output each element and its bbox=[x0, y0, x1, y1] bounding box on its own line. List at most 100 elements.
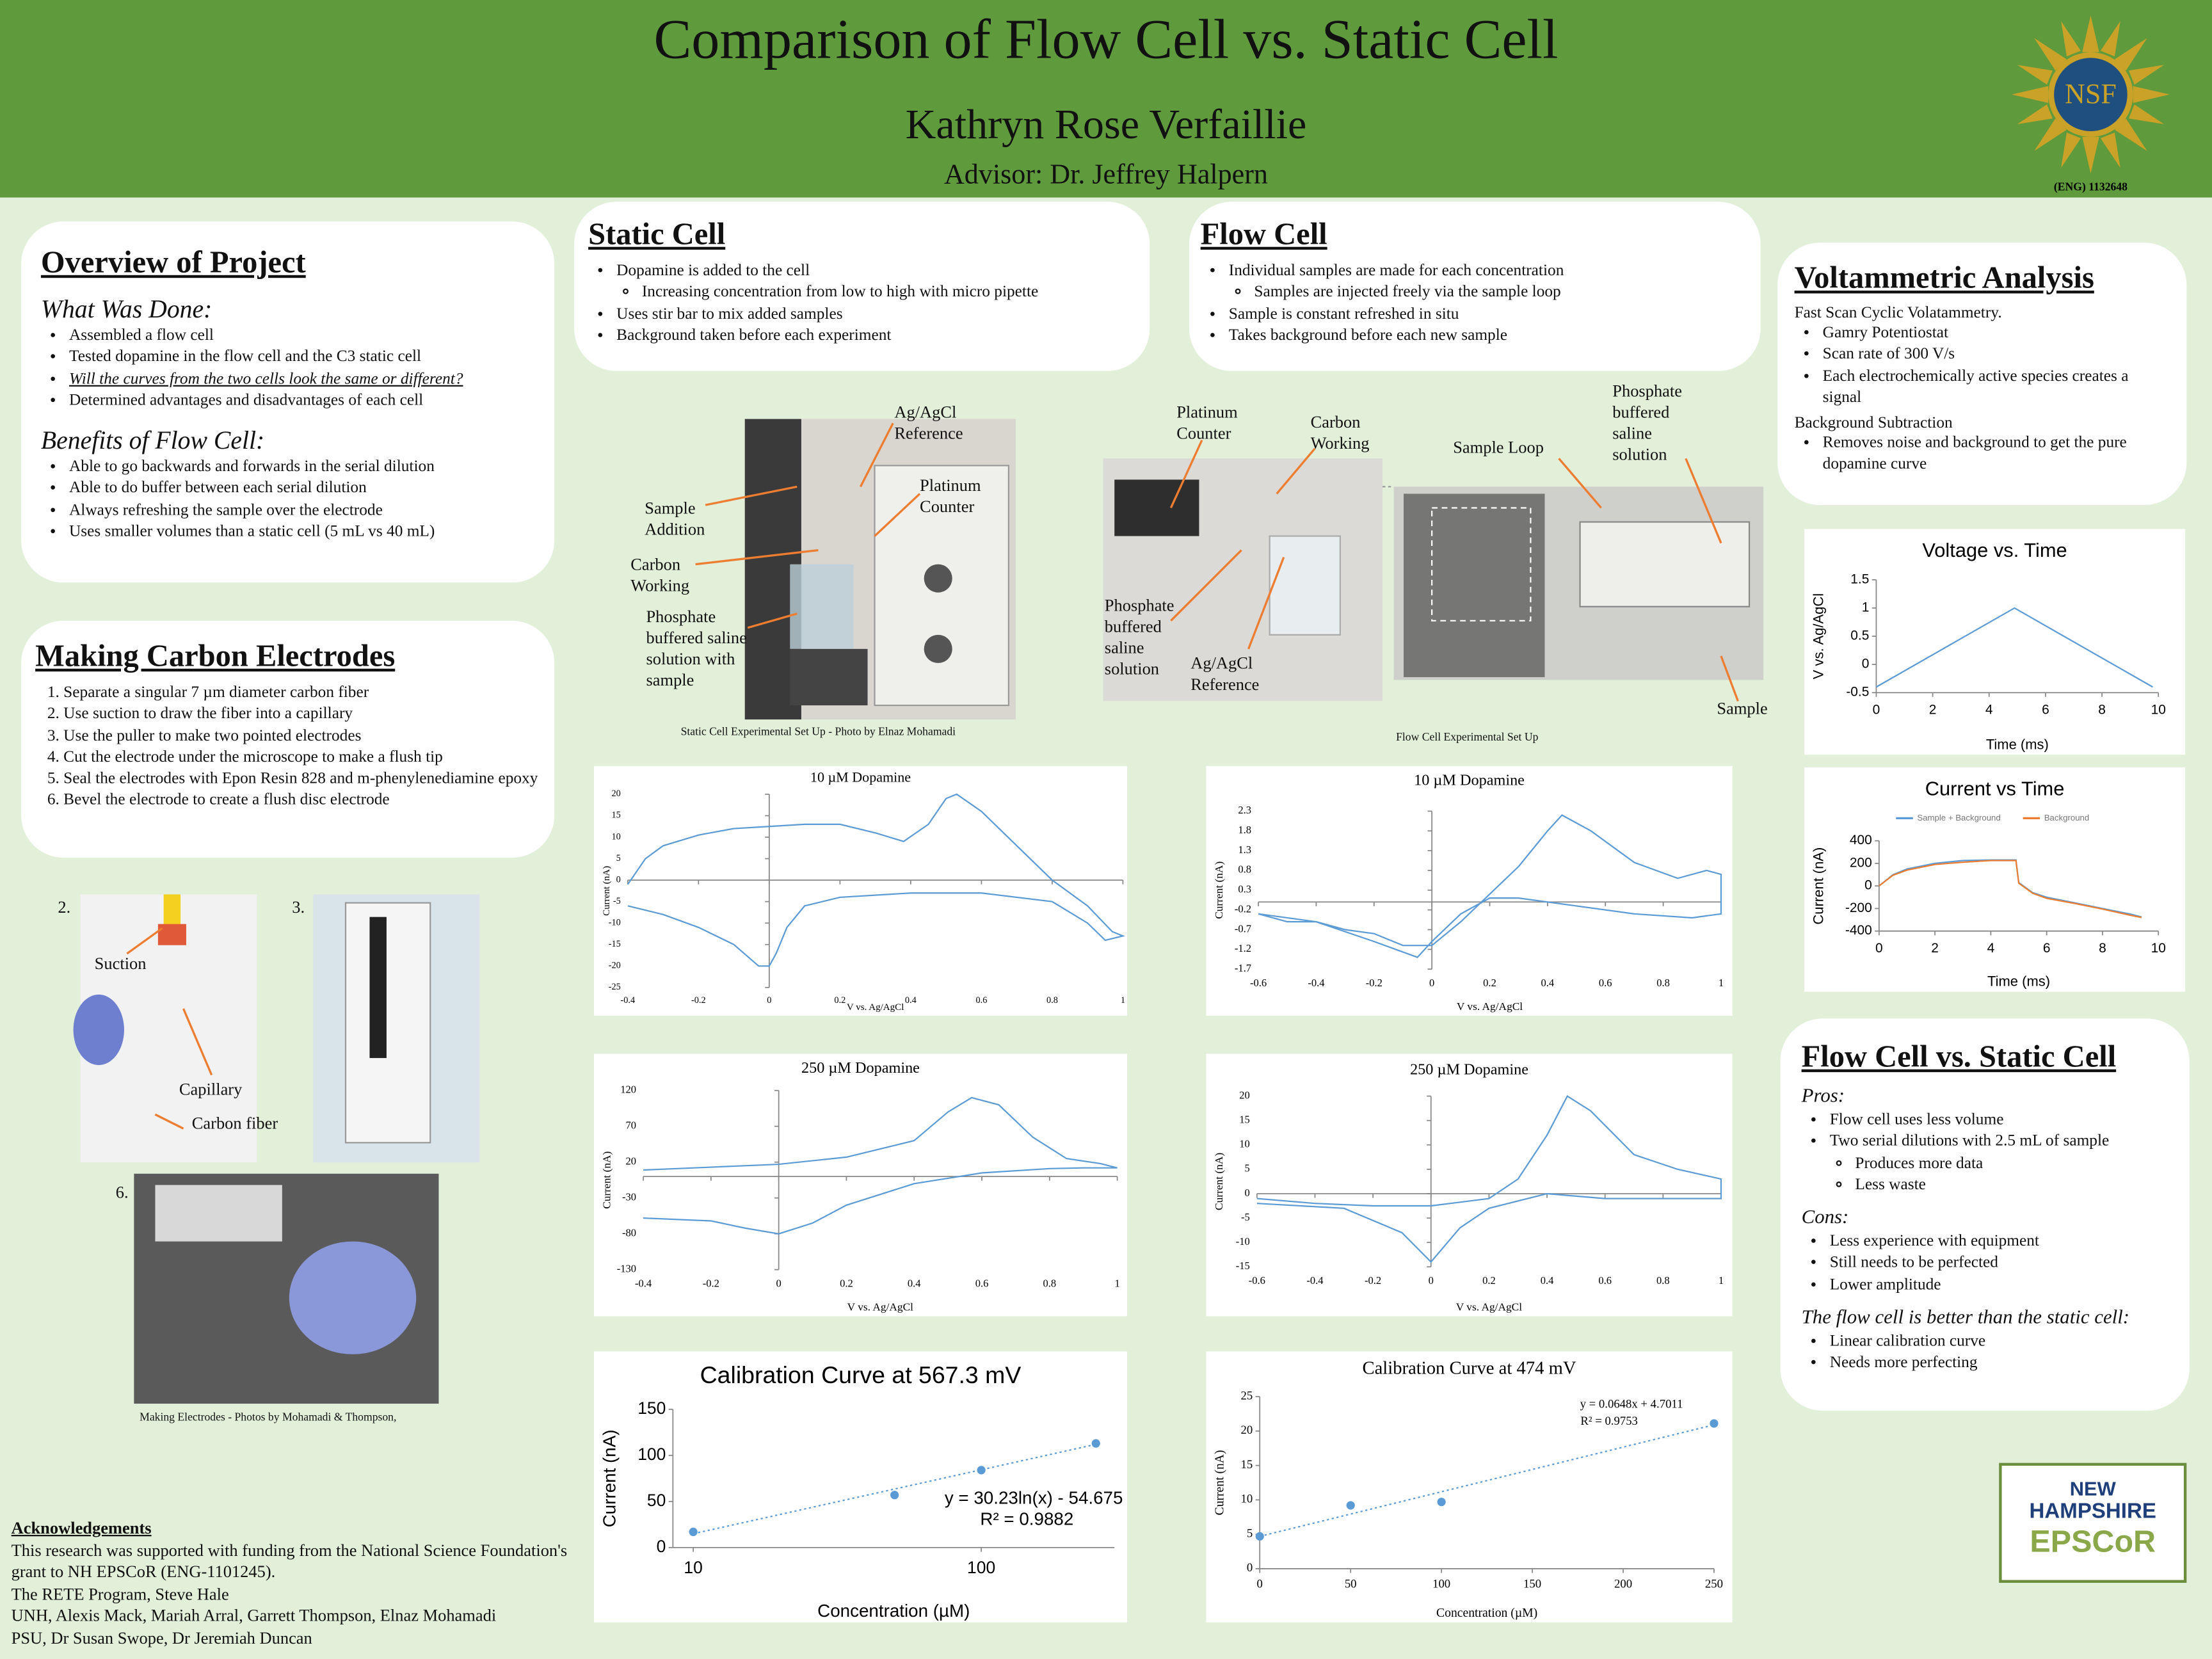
x-tick-label: 0.2 bbox=[840, 1278, 853, 1290]
y-tick-label: 0 bbox=[1247, 1561, 1253, 1575]
photo-label: Sample bbox=[1717, 698, 1768, 718]
photo-label: Sample Addition bbox=[645, 498, 705, 539]
x-tick-label: 0.4 bbox=[1541, 977, 1555, 989]
x-tick-label: 0.6 bbox=[975, 995, 987, 1006]
sub-list: Produces more dataLess waste bbox=[1830, 1153, 2170, 1196]
photo-label: Carbon fiber bbox=[191, 1113, 278, 1133]
y-tick-label: 0 bbox=[1864, 878, 1872, 893]
y-tick-label: 5 bbox=[1247, 1527, 1253, 1540]
data-point bbox=[1091, 1439, 1100, 1448]
trendline bbox=[1259, 1424, 1715, 1537]
x-tick-label: 150 bbox=[1523, 1578, 1541, 1591]
data-point bbox=[1437, 1497, 1446, 1507]
y-tick-label: 5 bbox=[1245, 1162, 1250, 1174]
photo-label: 6. bbox=[115, 1182, 129, 1202]
y-tick-label: -130 bbox=[617, 1262, 636, 1274]
y-tick-label: 0 bbox=[1245, 1187, 1250, 1199]
y-tick-label: 10 bbox=[611, 831, 620, 842]
x-tick-label: -0.2 bbox=[1366, 977, 1382, 989]
x-tick-label: 0 bbox=[1257, 1578, 1263, 1591]
plot bbox=[689, 1439, 1100, 1537]
x-tick-label: 0 bbox=[1873, 702, 1880, 717]
x-tick-label: 6 bbox=[2042, 702, 2049, 717]
logo-line: EPSCoR bbox=[2030, 1523, 2156, 1559]
x-axis-label: V vs. Ag/AgCl bbox=[847, 1002, 904, 1013]
chart: Current vs Time 0 2 4 6 8 10 -400 -200 0 200 400 Tim… bbox=[1804, 767, 2186, 992]
x-tick-label: 50 bbox=[1345, 1578, 1357, 1591]
section-body: What Was Done: Assembled a flow cellTeste… bbox=[41, 295, 534, 544]
bullet-list: Assembled a flow cellTested dopamine in … bbox=[41, 326, 534, 412]
photo-label: Phosphate buffered saline solution bbox=[1612, 381, 1683, 465]
list-item: Scan rate of 300 V/s bbox=[1823, 344, 2170, 366]
annotation: y = 30.23ln(x) - 54.675 bbox=[945, 1488, 1123, 1508]
section-title: Overview of Project bbox=[40, 244, 306, 280]
text-line: PSU, Dr Susan Swope, Dr Jeremiah Duncan bbox=[11, 1627, 312, 1647]
y-tick-label: 0.5 bbox=[1850, 629, 1869, 643]
y-tick-label: 10 bbox=[1241, 1493, 1253, 1506]
chart-title: 250 µM Dopamine bbox=[801, 1059, 920, 1077]
text-line: The RETE Program, Steve Hale bbox=[11, 1583, 229, 1603]
section-title: Static Cell bbox=[588, 216, 726, 252]
x-tick-label: 1 bbox=[1114, 1278, 1119, 1290]
plot bbox=[1255, 1419, 1719, 1541]
chart: 10 µM Dopamine -0.4 -0.2 0 0.2 0.4 0.6 0.8 1 -25 -… bbox=[593, 765, 1128, 1016]
flow-photo bbox=[1103, 458, 1764, 701]
author: Kathryn Rose Verfaillie bbox=[905, 101, 1307, 148]
x-tick-label: 100 bbox=[967, 1558, 995, 1577]
y-tick-label: 20 bbox=[1239, 1089, 1250, 1101]
x-tick-label: 0.2 bbox=[1483, 977, 1496, 989]
y-tick-label: 15 bbox=[1239, 1113, 1250, 1125]
list-item: Seal the electrodes with Epon Resin 828 … bbox=[63, 769, 540, 791]
section-title: Flow Cell bbox=[1200, 216, 1327, 252]
data-line bbox=[643, 1096, 1118, 1235]
y-tick-label: -1.7 bbox=[1235, 962, 1251, 974]
chart-title: 10 µM Dopamine bbox=[1414, 772, 1525, 789]
sub-list: Increasing concentration from low to hig… bbox=[616, 282, 1135, 304]
list-item: Use the puller to make two pointed elect… bbox=[63, 726, 540, 748]
y-tick-label: 0 bbox=[1862, 657, 1870, 671]
x-tick-label: 0.6 bbox=[1598, 1274, 1612, 1286]
bullet-list: Separate a singular 7 µm diameter carbon… bbox=[35, 683, 540, 812]
legend-label: Background bbox=[2044, 813, 2090, 822]
list-item: Produces more data bbox=[1855, 1153, 2170, 1175]
x-axis-label: Concentration (µM) bbox=[1436, 1606, 1537, 1620]
y-tick-label: 120 bbox=[620, 1084, 636, 1096]
section-body: Separate a singular 7 µm diameter carbon… bbox=[35, 683, 540, 812]
y-axis-label: Current (nA) bbox=[602, 866, 612, 916]
y-tick-label: 20 bbox=[611, 789, 620, 799]
y-axis-label: Current (nA) bbox=[1213, 1450, 1227, 1515]
block-heading: Background Subtraction bbox=[1794, 415, 1953, 432]
photo-label: Ag/AgCl Reference bbox=[894, 402, 963, 444]
list-item: Two serial dilutions with 2.5 mL of samp… bbox=[1830, 1132, 2170, 1196]
x-tick-label: -0.4 bbox=[635, 1278, 652, 1290]
bullet-list: Gamry PotentiostatScan rate of 300 V/sEa… bbox=[1795, 323, 2170, 410]
nsf-logo: NSF (ENG) 1132648 bbox=[2012, 15, 2170, 193]
list-item: Assembled a flow cell bbox=[69, 326, 534, 348]
chart: Calibration Curve at 567.3 mV 10 100 0 50 100… bbox=[593, 1351, 1128, 1623]
x-tick-label: 0.4 bbox=[908, 1278, 921, 1290]
list-item: Background taken before each experiment bbox=[616, 326, 1135, 348]
list-item: Use suction to draw the fiber into a cap… bbox=[63, 704, 540, 726]
ack-lines: This research was supported with funding… bbox=[12, 1540, 604, 1649]
chart: Voltage vs. Time 0 2 4 6 8 10 -0.5 0 0.5 1 1.5 Time … bbox=[1804, 529, 2186, 755]
y-tick-label: -10 bbox=[609, 917, 621, 927]
list-item: Less experience with equipment bbox=[1830, 1232, 2170, 1254]
list-item: Still needs to be perfected bbox=[1830, 1253, 2170, 1275]
data-point bbox=[1710, 1419, 1719, 1428]
data-line bbox=[1256, 1094, 1722, 1263]
y-axis-label: V vs. Ag/AgCl bbox=[1811, 593, 1827, 679]
y-tick-label: 0.8 bbox=[1238, 863, 1251, 876]
y-tick-label: -10 bbox=[1236, 1235, 1250, 1247]
photo-label: Ag/AgCl Reference bbox=[1190, 653, 1260, 694]
list-item: Lower amplitude bbox=[1830, 1275, 2170, 1297]
x-axis-label: V vs. Ag/AgCl bbox=[1457, 1000, 1523, 1013]
x-tick-label: 0 bbox=[776, 1278, 781, 1290]
x-axis-label: V vs. Ag/AgCl bbox=[1456, 1301, 1522, 1313]
y-axis-label: Current (nA) bbox=[1213, 1153, 1225, 1210]
block-heading: Benefits of Flow Cell: bbox=[40, 426, 265, 455]
y-tick-label: 20 bbox=[626, 1155, 637, 1167]
header-band bbox=[0, 0, 2212, 198]
x-tick-label: -0.6 bbox=[1249, 1274, 1265, 1286]
y-tick-label: -80 bbox=[622, 1226, 636, 1238]
